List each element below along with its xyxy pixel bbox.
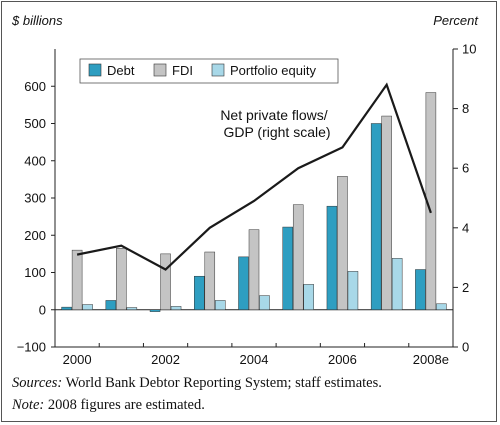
right-tick-label: 2 — [462, 280, 469, 295]
bar-debt — [105, 300, 117, 310]
legend-label-fdi: FDI — [172, 63, 193, 78]
right-tick-label: 6 — [462, 161, 469, 176]
bar-debt — [149, 309, 161, 312]
right-tick-label: 4 — [462, 220, 469, 235]
right-tick-label: 10 — [462, 42, 476, 57]
bar-debt — [194, 275, 205, 311]
left-tick-label: 0 — [39, 302, 46, 317]
bar-portfolio-equity — [436, 303, 447, 311]
bar-fdi — [71, 249, 83, 310]
legend-swatch-portfolio-equity — [211, 63, 225, 77]
left-axis-label: $ billions — [11, 13, 63, 28]
right-tick-label: 0 — [462, 340, 469, 355]
legend-swatch-debt — [88, 63, 102, 77]
bar-portfolio-equity — [82, 304, 93, 311]
left-tick-label: 500 — [24, 116, 46, 131]
bar-fdi — [248, 229, 260, 311]
legend-swatch-fdi — [153, 63, 167, 77]
x-tick-label: 2000 — [63, 352, 92, 367]
legend-label-debt: Debt — [107, 63, 135, 78]
left-tick-label: 200 — [24, 228, 46, 243]
left-tick-label: 300 — [24, 191, 46, 206]
bar-debt — [61, 306, 72, 310]
bar-fdi — [204, 251, 216, 310]
bar-portfolio-equity — [126, 307, 138, 311]
bar-portfolio-equity — [391, 258, 403, 310]
legend-label-portfolio-equity: Portfolio equity — [230, 63, 316, 78]
note-line: Note: 2008 figures are estimated. — [12, 394, 488, 416]
bar-fdi — [116, 248, 127, 311]
right-tick-label: 8 — [462, 101, 469, 116]
line-annotation-line1: Net private flows/ — [220, 107, 327, 123]
bar-debt — [415, 269, 426, 310]
bar-fdi — [381, 115, 392, 310]
sources-label: Sources: — [12, 375, 63, 391]
line-annotation-line2: GDP (right scale) — [223, 124, 330, 140]
bar-portfolio-equity — [215, 300, 226, 310]
bar-debt — [370, 123, 382, 310]
left-tick-label: 600 — [24, 79, 46, 94]
bar-fdi — [337, 176, 348, 310]
net-private-flows-line — [76, 82, 432, 271]
left-tick-label: 400 — [24, 153, 46, 168]
note-label: Note: — [12, 397, 45, 413]
bar-debt — [326, 205, 338, 311]
bar-fdi — [160, 253, 171, 310]
sources-text: World Bank Debtor Reporting System; staf… — [62, 375, 382, 391]
x-tick-label: 2006 — [328, 352, 357, 367]
note-text: 2008 figures are estimated. — [44, 397, 205, 413]
bar-portfolio-equity — [303, 284, 314, 311]
figure-notes: Sources: World Bank Debtor Reporting Sys… — [12, 372, 488, 416]
sources-line: Sources: World Bank Debtor Reporting Sys… — [12, 372, 488, 394]
left-tick-label: 100 — [24, 265, 46, 280]
legend-box — [79, 58, 339, 84]
bar-debt — [238, 256, 249, 310]
left-tick-label: −100 — [17, 340, 46, 355]
bar-fdi — [292, 204, 304, 310]
bar-portfolio-equity — [170, 306, 182, 310]
bar-debt — [282, 226, 293, 310]
x-tick-label: 2008e — [413, 352, 449, 367]
x-tick-label: 2002 — [151, 352, 180, 367]
legend: Debt FDI Portfolio equity — [79, 58, 339, 84]
bar-portfolio-equity — [347, 271, 359, 311]
x-tick-label: 2004 — [240, 352, 269, 367]
bar-portfolio-equity — [259, 295, 270, 311]
right-axis-label: Percent — [433, 13, 479, 28]
